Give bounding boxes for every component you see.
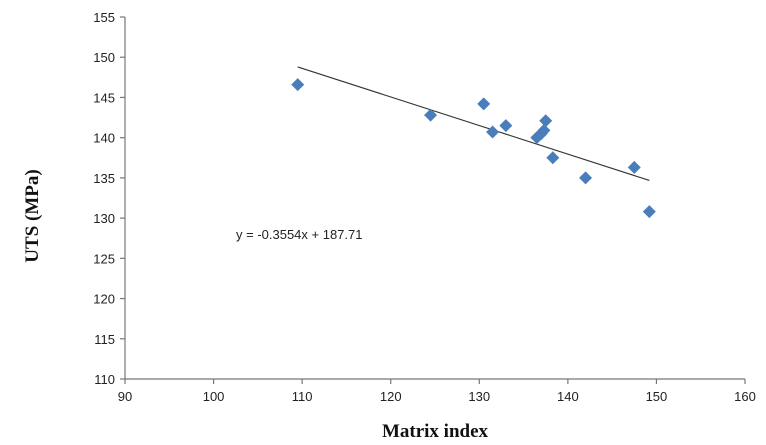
y-ticks: 110 115 120 125 130 135 140 145 150 155 bbox=[93, 10, 125, 387]
axes bbox=[124, 17, 745, 380]
x-tick-label: 130 bbox=[468, 389, 490, 404]
trendline-equation: y = -0.3554x + 187.71 bbox=[236, 227, 362, 242]
data-point bbox=[291, 78, 305, 92]
x-tick-label: 150 bbox=[646, 389, 668, 404]
data-point bbox=[642, 205, 656, 219]
data-point bbox=[499, 119, 513, 133]
data-point bbox=[627, 160, 641, 174]
y-tick-label: 120 bbox=[93, 292, 115, 307]
data-point bbox=[424, 108, 438, 122]
trendline bbox=[297, 66, 650, 181]
x-tick-label: 90 bbox=[118, 389, 132, 404]
y-tick-label: 115 bbox=[94, 332, 115, 347]
y-tick-label: 125 bbox=[93, 251, 115, 266]
data-point bbox=[579, 171, 593, 185]
x-ticks: 90 100 110 120 130 140 150 160 bbox=[118, 379, 756, 404]
data-point bbox=[477, 97, 491, 111]
x-tick-label: 120 bbox=[380, 389, 402, 404]
y-tick-label: 145 bbox=[93, 90, 115, 105]
x-tick-label: 110 bbox=[292, 389, 313, 404]
data-point bbox=[537, 123, 551, 137]
data-points bbox=[291, 78, 656, 219]
y-tick-label: 130 bbox=[93, 211, 115, 226]
data-point bbox=[539, 114, 553, 128]
x-tick-label: 100 bbox=[203, 389, 225, 404]
y-tick-label: 140 bbox=[93, 131, 115, 146]
x-axis-title: Matrix index bbox=[382, 421, 489, 442]
data-point bbox=[486, 125, 500, 139]
x-tick-label: 140 bbox=[557, 389, 579, 404]
y-tick-label: 110 bbox=[94, 372, 115, 387]
y-tick-label: 155 bbox=[93, 10, 115, 25]
x-tick-label: 160 bbox=[734, 389, 756, 404]
data-point bbox=[546, 151, 560, 165]
y-tick-label: 150 bbox=[93, 50, 115, 65]
y-tick-label: 135 bbox=[93, 171, 115, 186]
y-axis-title: UTS (MPa) bbox=[22, 169, 43, 262]
